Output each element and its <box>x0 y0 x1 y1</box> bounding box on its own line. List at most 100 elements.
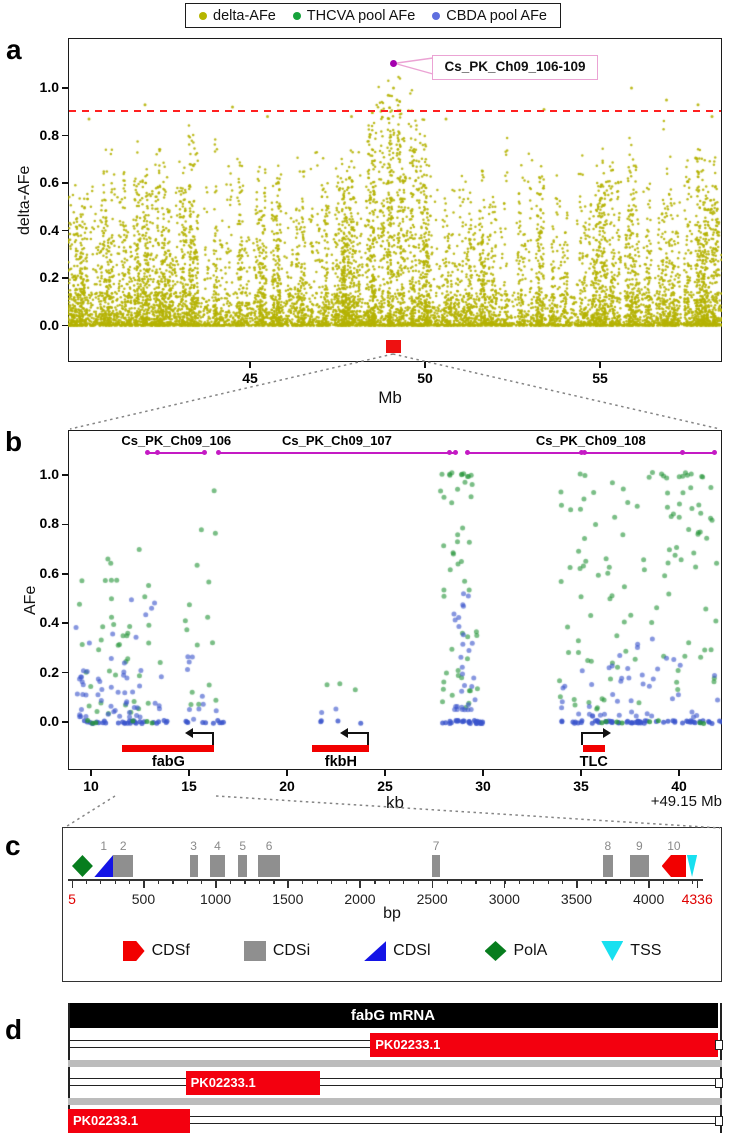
y-tick-mark <box>62 182 68 184</box>
bp-minor-tick <box>518 879 520 884</box>
pola-feature <box>72 855 93 877</box>
gene-label: TLC <box>579 754 608 770</box>
bp-tick-label: 1000 <box>200 891 232 907</box>
alignment-end-cap <box>715 1078 723 1088</box>
bp-end-tick <box>696 879 699 888</box>
bp-minor-tick <box>417 879 419 884</box>
alignment-hit-label: PK02233.1 <box>73 1113 139 1128</box>
y-tick-label: 0.4 <box>39 614 59 631</box>
y-tick-mark <box>62 721 68 723</box>
qtl-track-dot <box>447 450 453 456</box>
gene-model-legend-item: PolA <box>484 941 547 961</box>
alignment-separator <box>68 1098 722 1105</box>
pola-legend-icon <box>484 941 507 961</box>
bp-major-tick <box>648 879 650 888</box>
bp-minor-tick <box>533 879 535 884</box>
qtl-track-dot <box>680 450 686 456</box>
alignment-intron-lines <box>68 1040 371 1048</box>
x-tick-mark <box>482 770 484 776</box>
exon-number: 6 <box>265 839 273 853</box>
exon-number: 1 <box>100 839 108 853</box>
y-tick-mark <box>62 277 68 279</box>
bp-tick-label: 1500 <box>272 891 304 907</box>
bp-minor-tick <box>345 879 347 884</box>
y-tick-mark <box>62 573 68 575</box>
panel-a-letter: a <box>6 34 22 65</box>
x-tick-label: 25 <box>377 778 393 794</box>
y-tick-mark <box>62 474 68 476</box>
qtl-track-line <box>218 452 456 454</box>
y-tick-mark <box>62 134 68 137</box>
x-tick-label: 30 <box>475 778 491 794</box>
bp-minor-tick <box>129 879 131 884</box>
bp-minor-tick <box>244 879 246 884</box>
bp-minor-tick <box>562 879 564 884</box>
y-tick-label: 0.8 <box>39 515 59 532</box>
bp-minor-tick <box>331 879 333 884</box>
exon-number: 2 <box>119 839 127 853</box>
panel-b-letter: b <box>5 426 23 457</box>
gene-label: fabG <box>151 754 185 770</box>
legend-item: CBDA pool AFe <box>432 8 547 24</box>
x-tick-mark <box>384 770 386 776</box>
alignment-hit-bar: PK02233.1 <box>185 1071 321 1095</box>
bp-minor-tick <box>663 879 665 884</box>
bp-minor-tick <box>316 879 318 884</box>
cdsi-feature <box>189 855 198 877</box>
panel-a-y-axis-label: delta-AFe <box>16 165 33 235</box>
exon-number: 8 <box>604 839 612 853</box>
bp-major-tick <box>576 879 578 888</box>
bp-minor-tick <box>258 879 261 884</box>
y-tick-mark <box>62 229 68 232</box>
bp-tick-label: 2500 <box>416 891 448 907</box>
highlight-point <box>390 60 397 67</box>
x-tick-label: 35 <box>573 778 589 794</box>
y-tick-label: 0.8 <box>39 126 59 143</box>
bp-tick-label: 3500 <box>560 891 593 907</box>
exon-number: 4 <box>214 839 221 853</box>
strand-arrow-head <box>340 728 349 738</box>
alignment-panel: PK02233.1 PK02233.1 PK02233.1 <box>68 1003 724 1133</box>
bp-minor-tick <box>547 879 549 884</box>
legend-label: CBDA pool AFe <box>446 7 547 24</box>
bp-minor-tick <box>475 879 477 884</box>
cdsi-feature <box>238 855 248 877</box>
gene-model-legend-item: CDSf <box>122 941 190 961</box>
panel-d-left-edge <box>68 1003 70 1133</box>
qtl-track-dot <box>464 450 470 456</box>
cdsl-legend-icon <box>364 941 387 961</box>
qtl-track-label: Cs_PK_Ch09_106 <box>121 433 232 448</box>
threshold-line <box>69 110 721 113</box>
bp-major-tick <box>503 879 506 888</box>
tss-feature <box>686 855 698 877</box>
y-tick-label: 0.2 <box>39 269 59 285</box>
bp-ruler-line <box>68 879 704 881</box>
alignment-intron-lines <box>320 1078 715 1086</box>
x-tick-mark <box>599 362 601 368</box>
exon-number: 7 <box>432 839 440 853</box>
y-tick-label: 0.4 <box>39 221 59 238</box>
qtl-track-dot <box>155 450 161 456</box>
gene-bar <box>582 745 605 752</box>
x-tick-mark <box>424 362 426 368</box>
gene-model-legend-label: TSS <box>630 942 662 959</box>
alignment-hit-label: PK02233.1 <box>190 1075 256 1090</box>
x-tick-mark <box>580 770 582 776</box>
bp-minor-tick <box>201 879 203 884</box>
cdsi-feature <box>113 855 134 877</box>
x-tick-mark <box>286 770 288 776</box>
x-tick-label: 10 <box>83 778 99 794</box>
bp-tick-label: 4000 <box>633 891 665 907</box>
y-tick-mark <box>62 622 68 624</box>
bp-tick-label: 5 <box>68 891 76 907</box>
panel-d-letter: d <box>5 1014 23 1045</box>
alignment-intron-lines <box>68 1078 186 1086</box>
bp-tick-label: 2000 <box>344 891 376 907</box>
exon-number: 5 <box>239 839 247 853</box>
gene-model-legend-item: CDSi <box>243 941 310 961</box>
legend-marker-icon <box>432 11 441 20</box>
gene-model-legend-label: CDSf <box>151 942 190 959</box>
x-tick-label: 20 <box>279 778 295 794</box>
qtl-track-dot <box>711 450 717 456</box>
panel-b-x-axis-label: kb <box>386 793 404 812</box>
